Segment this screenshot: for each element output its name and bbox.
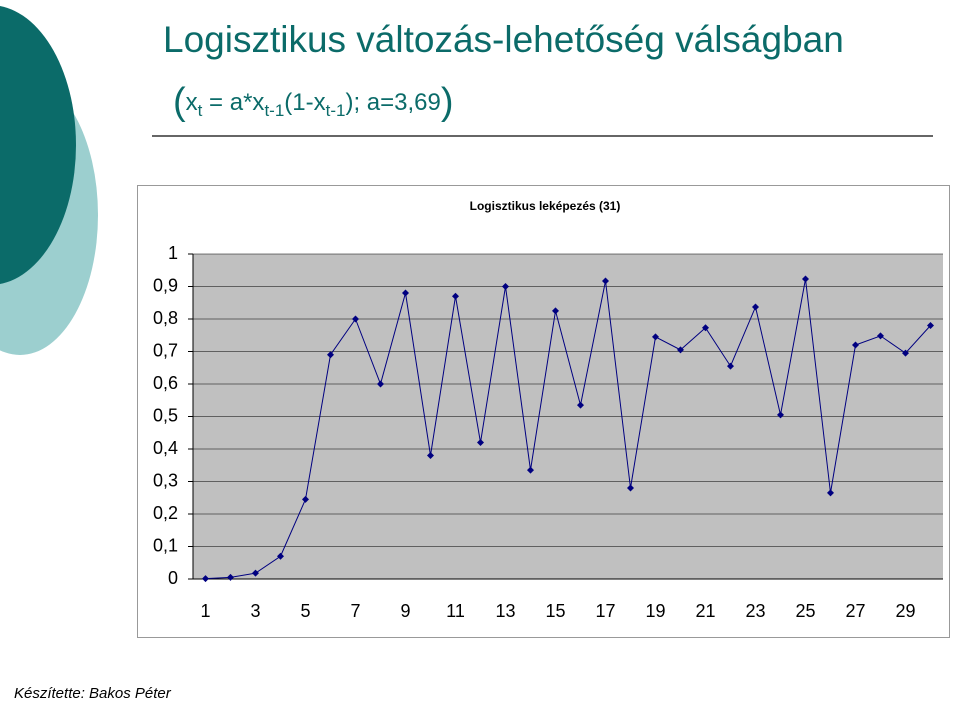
y-tick-label: 0,6 [153,373,178,393]
x-tick-label: 13 [495,601,515,621]
subtitle-part: (1-x [284,89,325,116]
data-point [202,575,209,583]
x-tick-label: 25 [795,601,815,621]
x-tick-label: 23 [745,601,765,621]
y-tick-label: 1 [168,243,178,263]
data-point [927,322,934,329]
subtitle-part: ( [173,81,186,123]
slide-title: Logisztikus változás-lehetőség válságban [163,19,844,60]
subtitle-part: ); a=3,69 [345,89,440,116]
footer: Készítette: Bakos Péter [14,685,172,702]
x-tick-label: 7 [350,601,360,621]
data-point [452,292,459,300]
y-tick-label: 0,5 [153,405,178,425]
y-tick-label: 0 [168,568,178,588]
subtitle-part: ) [441,81,454,123]
data-point [427,452,434,459]
data-point [702,324,709,332]
data-point [552,307,559,315]
data-point [877,332,884,340]
data-point [502,283,509,290]
data-point [352,315,359,323]
x-tick-label: 5 [300,601,310,621]
x-tick-label: 11 [446,601,465,621]
data-point [227,573,234,581]
data-point [327,351,334,359]
subtitle-part: t-1 [264,101,284,120]
subtitle-part: x [186,89,198,116]
slide-subtitle: (xt = a*xt-1(1-xt-1); a=3,69) [173,81,454,123]
data-point [627,484,634,492]
x-tick-label: 1 [200,601,210,621]
data-point [602,277,609,285]
data-point [802,275,809,283]
subtitle-part: t [198,101,203,120]
data-point [852,341,859,349]
data-point [902,349,909,357]
x-tick-label: 21 [695,601,715,621]
y-tick-label: 0,9 [153,275,178,295]
data-point [402,289,409,297]
data-point [652,333,659,341]
x-tick-label: 3 [250,601,260,621]
data-point [277,552,284,560]
x-tick-label: 29 [895,601,915,621]
x-tick-label: 9 [400,601,410,621]
y-tick-label: 0,4 [153,438,178,458]
data-point [377,380,384,388]
data-point [577,401,584,409]
data-point [727,362,734,370]
data-point [677,346,684,354]
y-tick-label: 0,2 [153,503,178,523]
data-point [477,439,484,446]
data-line [205,278,931,580]
chart-title: Logisztikus leképezés (31) [470,199,621,213]
data-point [752,303,759,311]
data-point [527,466,534,474]
y-tick-label: 0,7 [153,340,178,360]
x-tick-label: 17 [595,601,615,621]
y-tick-label: 0,8 [153,308,178,328]
x-tick-label: 15 [545,601,565,621]
y-tick-label: 0,1 [153,535,178,555]
subtitle-part: = a*x [202,89,264,116]
x-tick-label: 27 [845,601,865,621]
data-point [827,489,834,497]
data-point [777,411,784,419]
subtitle-part: t-1 [326,101,346,120]
data-point [252,569,259,577]
x-tick-label: 19 [645,601,665,621]
decor-dark [0,5,76,285]
data-point [302,495,309,503]
y-tick-label: 0,3 [153,470,178,490]
